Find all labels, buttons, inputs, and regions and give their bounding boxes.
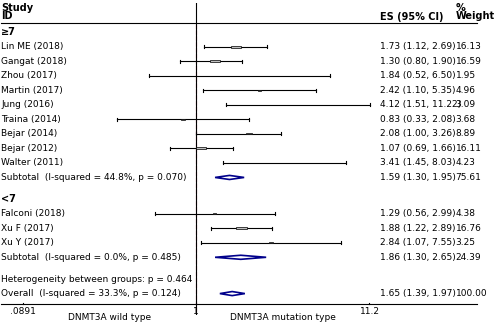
FancyBboxPatch shape: [196, 147, 206, 149]
Text: Gangat (2018): Gangat (2018): [2, 57, 68, 66]
FancyBboxPatch shape: [238, 75, 242, 76]
Text: 16.59: 16.59: [456, 57, 481, 66]
Text: 1.95: 1.95: [456, 71, 475, 80]
Text: Traina (2014): Traina (2014): [2, 115, 61, 124]
Text: 2.84 (1.07, 7.55): 2.84 (1.07, 7.55): [380, 238, 456, 247]
Text: Zhou (2017): Zhou (2017): [2, 71, 58, 80]
Text: 4.12 (1.51, 11.22): 4.12 (1.51, 11.22): [380, 100, 462, 110]
Text: 11.2: 11.2: [360, 307, 380, 316]
Text: Overall  (I-squared = 33.3%, p = 0.124): Overall (I-squared = 33.3%, p = 0.124): [2, 289, 182, 298]
Text: Study: Study: [2, 4, 34, 13]
Text: 16.13: 16.13: [456, 42, 481, 51]
Text: 16.11: 16.11: [456, 144, 481, 153]
Polygon shape: [215, 255, 266, 259]
Text: 4.38: 4.38: [456, 209, 475, 218]
Text: 1.29 (0.56, 2.99): 1.29 (0.56, 2.99): [380, 209, 456, 218]
Text: Walter (2011): Walter (2011): [2, 158, 64, 168]
Text: Subtotal  (I-squared = 44.8%, p = 0.070): Subtotal (I-squared = 44.8%, p = 0.070): [2, 173, 187, 182]
Text: 24.39: 24.39: [456, 253, 481, 262]
Polygon shape: [220, 292, 245, 295]
Text: 1.86 (1.30, 2.65): 1.86 (1.30, 2.65): [380, 253, 456, 262]
Text: 1.65 (1.39, 1.97): 1.65 (1.39, 1.97): [380, 289, 456, 298]
Text: 2.08 (1.00, 3.26): 2.08 (1.00, 3.26): [380, 129, 456, 138]
Text: Bejar (2012): Bejar (2012): [2, 144, 58, 153]
Text: 2.42 (1.10, 5.35): 2.42 (1.10, 5.35): [380, 86, 456, 95]
Text: ID: ID: [2, 11, 13, 21]
Text: Lin ME (2018): Lin ME (2018): [2, 42, 64, 51]
FancyBboxPatch shape: [258, 90, 262, 91]
Text: DNMT3A wild type: DNMT3A wild type: [68, 313, 151, 322]
Text: Subtotal  (I-squared = 0.0%, p = 0.485): Subtotal (I-squared = 0.0%, p = 0.485): [2, 253, 182, 262]
Text: Bejar (2014): Bejar (2014): [2, 129, 58, 138]
Text: 75.61: 75.61: [456, 173, 481, 182]
FancyBboxPatch shape: [210, 60, 220, 62]
Text: ≥7: ≥7: [2, 27, 16, 37]
Text: ES (95% CI): ES (95% CI): [380, 12, 444, 22]
Text: Xu Y (2017): Xu Y (2017): [2, 238, 54, 247]
Text: 1.88 (1.22, 2.89): 1.88 (1.22, 2.89): [380, 224, 456, 233]
FancyBboxPatch shape: [230, 46, 240, 48]
Text: 8.89: 8.89: [456, 129, 475, 138]
Text: .0891: .0891: [10, 307, 36, 316]
Text: 100.00: 100.00: [456, 289, 487, 298]
Text: 1.84 (0.52, 6.50): 1.84 (0.52, 6.50): [380, 71, 456, 80]
Text: %: %: [456, 4, 466, 13]
Text: 4.96: 4.96: [456, 86, 475, 95]
FancyBboxPatch shape: [181, 119, 184, 120]
Text: Martin (2017): Martin (2017): [2, 86, 63, 95]
FancyBboxPatch shape: [246, 133, 252, 134]
Text: 1.59 (1.30, 1.95): 1.59 (1.30, 1.95): [380, 173, 456, 182]
Text: 1: 1: [194, 307, 199, 316]
Text: 1.30 (0.80, 1.90): 1.30 (0.80, 1.90): [380, 57, 456, 66]
Text: 16.76: 16.76: [456, 224, 481, 233]
Text: 4.23: 4.23: [456, 158, 475, 168]
Text: 3.41 (1.45, 8.03): 3.41 (1.45, 8.03): [380, 158, 456, 168]
FancyBboxPatch shape: [270, 242, 273, 243]
Text: Weight: Weight: [456, 11, 494, 21]
Text: 1.73 (1.12, 2.69): 1.73 (1.12, 2.69): [380, 42, 456, 51]
Text: <7: <7: [2, 194, 16, 204]
Text: Jung (2016): Jung (2016): [2, 100, 54, 110]
Text: 3.25: 3.25: [456, 238, 475, 247]
Text: 0.83 (0.33, 2.08): 0.83 (0.33, 2.08): [380, 115, 456, 124]
Text: 3.09: 3.09: [456, 100, 475, 110]
Text: Xu F (2017): Xu F (2017): [2, 224, 54, 233]
Text: 3.68: 3.68: [456, 115, 475, 124]
Text: 1.07 (0.69, 1.66): 1.07 (0.69, 1.66): [380, 144, 456, 153]
Text: DNMT3A mutation type: DNMT3A mutation type: [230, 313, 336, 322]
Text: Heterogeneity between groups: p = 0.464: Heterogeneity between groups: p = 0.464: [2, 274, 193, 284]
Text: Falconi (2018): Falconi (2018): [2, 209, 66, 218]
Polygon shape: [215, 175, 244, 179]
FancyBboxPatch shape: [236, 227, 247, 229]
